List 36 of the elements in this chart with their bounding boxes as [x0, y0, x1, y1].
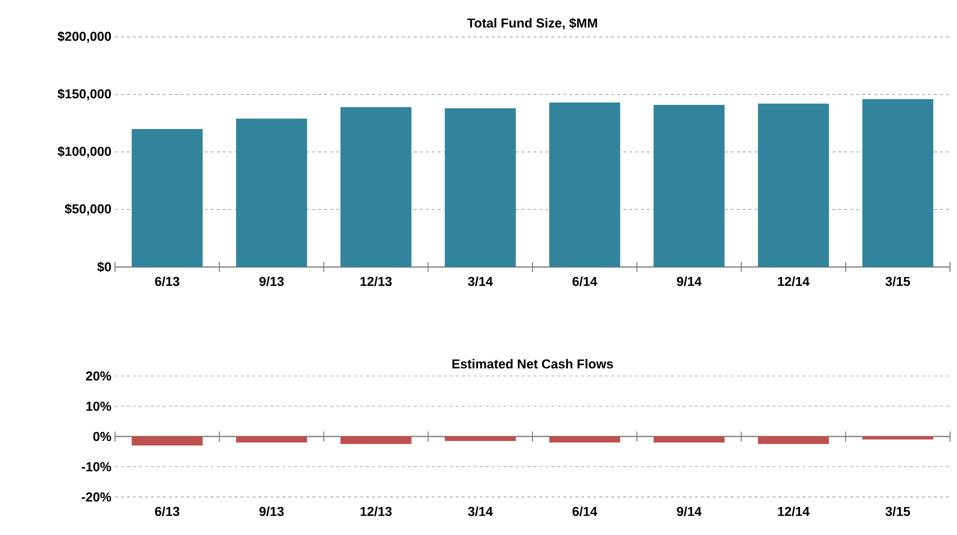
y-tick-label: $0 [97, 262, 111, 272]
chart-title: Estimated Net Cash Flows [452, 358, 613, 368]
x-tick-label: 9/13 [259, 276, 284, 286]
bar [132, 128, 203, 267]
chart-title: Total Fund Size, $MM [467, 18, 597, 30]
x-tick-label: 9/13 [259, 506, 284, 516]
y-tick-label: $200,000 [58, 31, 111, 43]
y-tick-label: 20% [86, 371, 112, 381]
x-tick-label: 6/13 [155, 506, 180, 516]
x-tick-label: 12/14 [778, 506, 810, 516]
bar [549, 102, 620, 267]
x-tick-label: 6/14 [572, 276, 598, 286]
bar [654, 104, 725, 267]
x-tick-label: 3/14 [468, 506, 493, 516]
bar [444, 108, 516, 267]
x-tick-label: 3/14 [468, 276, 493, 286]
x-tick-label: 6/13 [155, 276, 180, 286]
x-tick-label: 12/13 [360, 276, 392, 286]
x-tick-label: 6/14 [572, 506, 598, 516]
x-tick-label: 9/14 [676, 506, 702, 516]
y-tick-label: 0% [93, 432, 112, 442]
x-tick-label: 3/15 [886, 276, 910, 286]
x-tick-label: 12/14 [778, 276, 810, 286]
y-tick-label: -10% [82, 462, 112, 472]
x-tick-label: 12/13 [360, 506, 392, 516]
bar [236, 118, 308, 267]
y-tick-label: 10% [86, 402, 112, 411]
bar [862, 99, 934, 267]
y-tick-label: $100,000 [58, 146, 111, 158]
y-tick-label: $150,000 [58, 88, 111, 100]
bar [758, 104, 829, 267]
bar [340, 107, 412, 267]
y-tick-label: -20% [82, 492, 112, 502]
y-tick-label: $50,000 [64, 204, 111, 216]
x-tick-label: 9/14 [676, 276, 702, 286]
x-tick-label: 3/15 [886, 506, 910, 516]
